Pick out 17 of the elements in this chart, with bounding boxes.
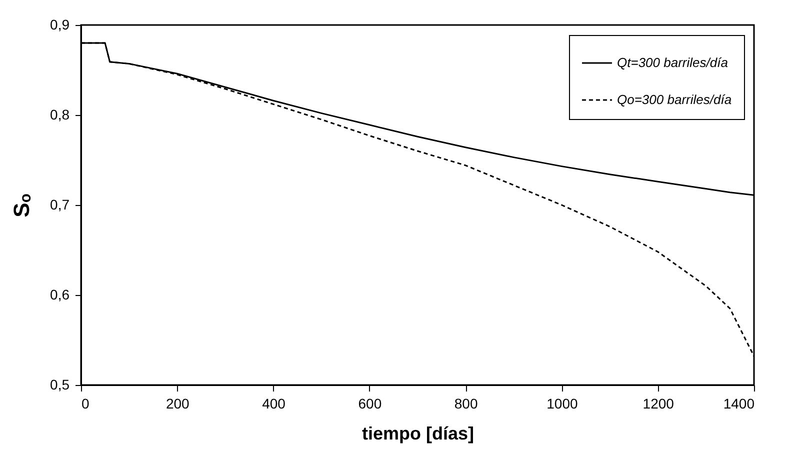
x-tick-label: 1200 (642, 396, 674, 412)
x-tick-label: 800 (454, 396, 478, 412)
x-tick-label: 600 (358, 396, 382, 412)
y-axis-title: Sₒ (9, 194, 34, 218)
x-tick-label: 200 (166, 396, 190, 412)
x-axis-title: tiempo [días] (362, 424, 474, 444)
x-tick-label: 0 (82, 396, 90, 412)
y-tick-label: 0,8 (50, 106, 70, 122)
x-tick-label: 1400 (723, 396, 755, 412)
legend-label: Qo=300 barriles/día (617, 92, 732, 107)
legend-label: Qt=300 barriles/día (617, 55, 728, 70)
y-tick-label: 0,5 (50, 376, 70, 392)
y-tick-label: 0,6 (50, 286, 70, 302)
x-tick-label: 400 (262, 396, 286, 412)
y-tick-label: 0,9 (50, 16, 70, 32)
y-tick-label: 0,7 (50, 196, 70, 212)
x-tick-label: 1000 (546, 396, 578, 412)
